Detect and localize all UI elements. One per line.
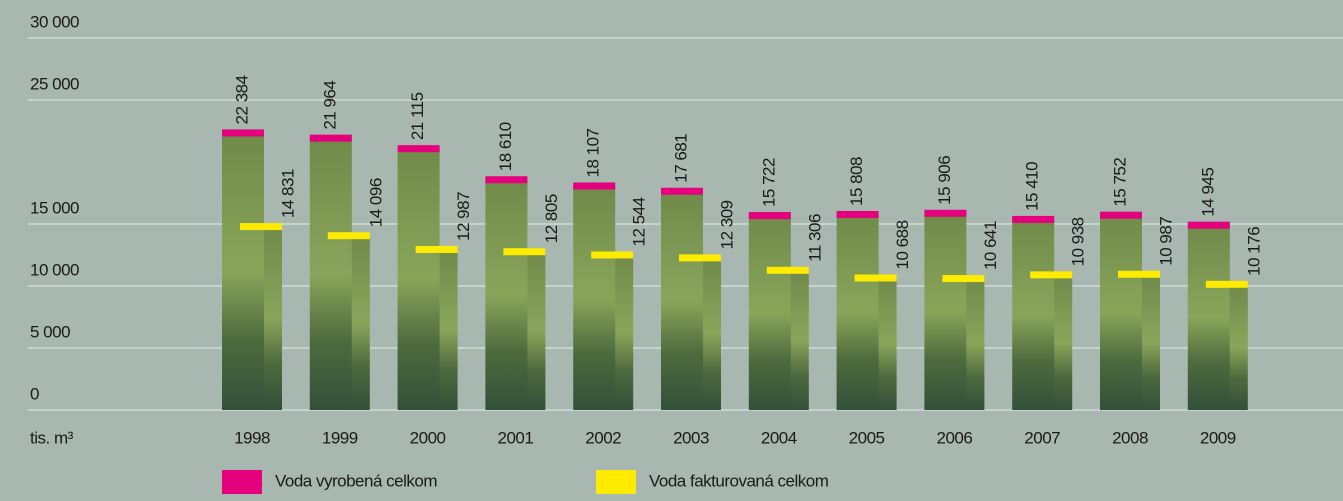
value-label: 10 987 (1156, 217, 1175, 266)
bar-marker (309, 134, 352, 142)
bar (661, 190, 703, 410)
bar-marker (1100, 211, 1142, 219)
x-tick-label: 2000 (410, 428, 446, 447)
bar (1100, 214, 1142, 410)
x-tick-label: 2006 (936, 428, 972, 447)
bar-marker (836, 210, 879, 218)
legend-label: Voda vyrobená celkom (275, 471, 437, 490)
value-label: 10 641 (981, 221, 1000, 270)
bar-marker (503, 248, 546, 256)
bar-marker (415, 245, 458, 253)
bar-marker (924, 209, 967, 217)
bar-marker (679, 254, 721, 262)
y-tick-label: 30 000 (30, 12, 79, 31)
bar (924, 212, 967, 410)
x-tick-label: 2001 (497, 428, 533, 447)
x-axis-label: tis. m³ (30, 428, 74, 447)
bar-marker (397, 145, 440, 153)
bar (485, 179, 528, 410)
bar-marker (222, 129, 264, 137)
bar (397, 148, 440, 410)
value-label: 15 808 (847, 157, 866, 206)
value-label: 10 688 (893, 220, 912, 269)
y-tick-label: 25 000 (30, 74, 79, 93)
value-label: 12 309 (717, 200, 736, 249)
x-tick-label: 2002 (585, 428, 621, 447)
value-label: 15 410 (1023, 162, 1042, 211)
bar-marker (1118, 270, 1160, 278)
value-label: 18 107 (584, 128, 603, 177)
x-tick-label: 2007 (1024, 428, 1060, 447)
bar-marker (1030, 271, 1073, 279)
x-tick-label: 1998 (234, 428, 270, 447)
legend-swatch (222, 470, 262, 494)
bar-marker (1205, 280, 1248, 288)
bar (573, 185, 616, 410)
value-label: 10 938 (1069, 217, 1088, 266)
bar (1012, 218, 1055, 410)
value-label: 15 752 (1110, 158, 1129, 207)
value-label: 12 544 (630, 197, 649, 246)
bar-marker (1187, 221, 1230, 229)
x-tick-label: 1999 (322, 428, 358, 447)
value-label: 22 384 (232, 75, 251, 124)
y-tick-label: 10 000 (30, 260, 79, 279)
value-label: 21 115 (408, 92, 427, 140)
value-label: 18 610 (496, 122, 515, 171)
y-tick-label: 5 000 (30, 322, 70, 341)
bar-marker (942, 275, 985, 283)
value-label: 10 176 (1244, 227, 1263, 276)
x-tick-label: 2008 (1112, 428, 1148, 447)
legend-swatch (596, 470, 636, 494)
bar (309, 137, 352, 410)
value-label: 11 306 (805, 214, 824, 262)
value-label: 12 805 (542, 194, 561, 243)
x-tick-label: 2009 (1200, 428, 1236, 447)
bar-marker (748, 212, 791, 220)
x-tick-label: 2003 (673, 428, 709, 447)
y-tick-label: 0 (30, 384, 39, 403)
value-label: 21 964 (320, 81, 339, 130)
value-label: 15 906 (935, 156, 954, 205)
value-label: 17 681 (671, 134, 690, 183)
value-label: 14 831 (278, 169, 297, 218)
bar (748, 215, 791, 410)
x-tick-label: 2004 (761, 428, 797, 447)
bar (1187, 224, 1230, 410)
bar-marker (485, 176, 528, 184)
bar-marker (240, 223, 282, 231)
bar-marker (327, 232, 370, 240)
y-tick-label: 15 000 (30, 198, 79, 217)
legend-label: Voda fakturovaná celkom (649, 471, 829, 490)
bar-marker (766, 266, 809, 274)
bar-marker (1012, 215, 1055, 223)
value-label: 14 945 (1198, 168, 1217, 217)
x-tick-label: 2005 (849, 428, 885, 447)
value-label: 14 096 (366, 178, 385, 227)
bar (836, 213, 879, 410)
value-label: 12 987 (454, 192, 473, 241)
bar (222, 132, 264, 410)
bar-marker (573, 182, 616, 190)
bar-marker (591, 251, 634, 259)
bar-marker (854, 274, 897, 282)
value-label: 15 722 (759, 158, 778, 207)
bar-marker (661, 187, 703, 195)
